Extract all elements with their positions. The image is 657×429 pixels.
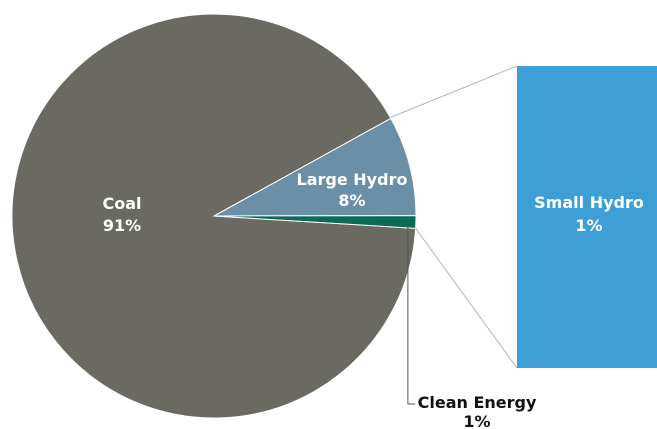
label-small-hydro-value: 1%	[575, 216, 602, 235]
label-small-hydro: Small Hydro	[534, 193, 644, 212]
label-coal-value: 91%	[103, 216, 141, 235]
pie-slices	[11, 13, 417, 419]
leader-line-clean-energy	[407, 222, 415, 405]
label-clean-energy-value: 1%	[463, 412, 490, 429]
label-large-hydro-value: 8%	[338, 191, 365, 210]
label-large-hydro: Large Hydro	[297, 170, 408, 189]
bar-small-hydro	[517, 66, 657, 368]
label-clean-energy: Clean Energy	[418, 393, 537, 412]
slice-large-hydro	[213, 117, 417, 217]
bar-connector-lines	[390, 65, 518, 369]
slice-coal	[11, 13, 417, 419]
connector-top	[390, 65, 518, 118]
slice-clean-energy	[213, 215, 417, 229]
label-coal: Coal	[102, 194, 141, 213]
connector-bottom	[415, 228, 518, 369]
